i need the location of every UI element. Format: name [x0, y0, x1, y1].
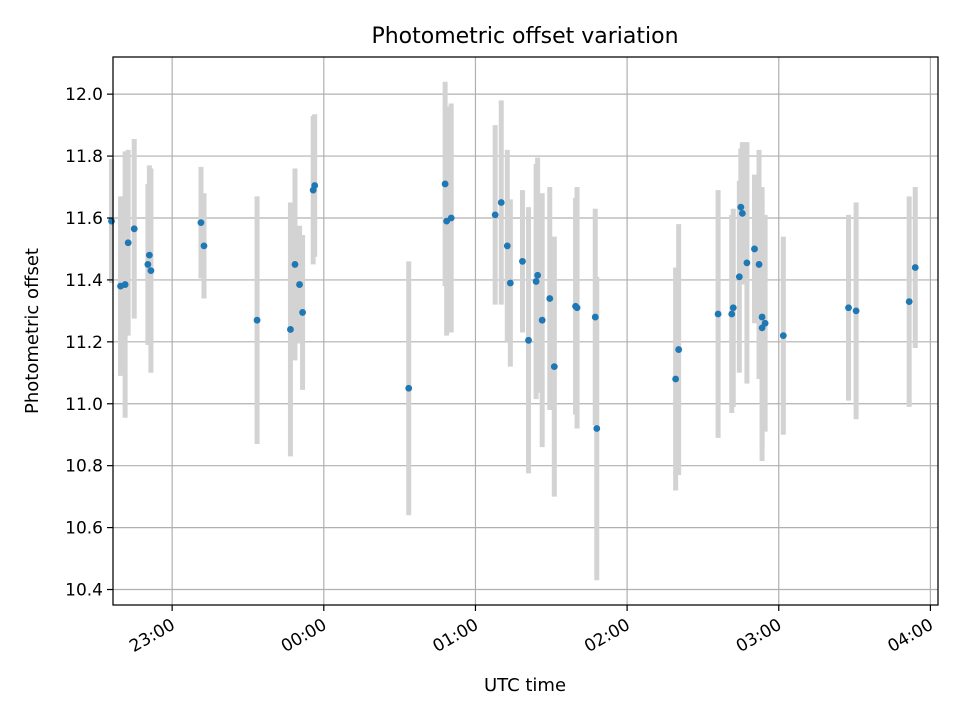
grid-lines — [113, 57, 938, 605]
data-points — [108, 180, 919, 432]
data-point — [743, 259, 751, 267]
data-point — [532, 278, 540, 285]
y-tick-label: 10.6 — [65, 519, 103, 539]
y-tick-label: 10.4 — [65, 581, 103, 601]
data-point — [506, 279, 514, 287]
data-point — [591, 313, 599, 321]
data-point — [751, 245, 758, 253]
data-point — [287, 326, 294, 333]
data-point — [534, 271, 542, 279]
data-point — [761, 319, 769, 327]
data-point — [491, 211, 499, 219]
data-point — [497, 199, 505, 206]
data-point — [755, 261, 763, 268]
data-point — [593, 425, 601, 432]
data-point — [675, 346, 683, 353]
data-point — [291, 261, 299, 268]
data-point — [845, 304, 852, 312]
data-point — [672, 375, 680, 383]
data-point — [738, 209, 746, 217]
data-point — [144, 261, 152, 268]
y-tick-label: 10.8 — [65, 457, 103, 477]
plot-area-frame — [112, 56, 939, 606]
data-point — [546, 295, 554, 302]
data-point — [905, 298, 913, 305]
data-point — [503, 242, 511, 250]
y-tick-label: 12.0 — [65, 85, 103, 105]
data-point — [197, 219, 205, 227]
data-point — [550, 363, 558, 371]
y-axis-ticks: 10.4 10.6 10.8 11.0 11.2 11.4 11.6 11.8 12.0 — [65, 85, 113, 601]
data-point — [130, 225, 138, 233]
y-tick-label: 11.0 — [65, 395, 103, 415]
data-point — [311, 182, 319, 189]
data-point — [147, 267, 155, 275]
data-point — [200, 242, 208, 250]
data-point — [296, 281, 303, 288]
y-tick-label: 11.8 — [65, 147, 103, 167]
data-point — [852, 307, 860, 315]
data-point — [758, 313, 766, 321]
data-point — [145, 251, 153, 259]
y-tick-label: 11.2 — [65, 333, 103, 353]
data-point — [299, 309, 306, 316]
data-point — [714, 310, 722, 318]
data-point — [538, 316, 546, 324]
x-axis-label: UTC time — [484, 675, 566, 696]
data-point — [525, 336, 532, 344]
data-point — [121, 281, 129, 288]
data-point — [253, 316, 261, 324]
y-axis-label: Photometric offset — [22, 248, 43, 414]
data-point — [519, 257, 526, 265]
chart-title: Photometric offset variation — [371, 24, 678, 49]
y-tick-label: 11.4 — [65, 271, 103, 291]
data-point — [573, 304, 581, 312]
data-point — [735, 273, 743, 281]
data-point — [728, 310, 736, 318]
y-tick-label: 11.6 — [65, 209, 103, 229]
data-point — [124, 239, 132, 247]
data-point — [911, 264, 919, 271]
data-point — [405, 384, 413, 392]
data-point — [729, 304, 737, 312]
data-point — [108, 217, 115, 225]
data-point — [441, 180, 449, 188]
data-point — [737, 203, 745, 211]
data-point — [779, 332, 787, 340]
data-point — [447, 214, 455, 222]
